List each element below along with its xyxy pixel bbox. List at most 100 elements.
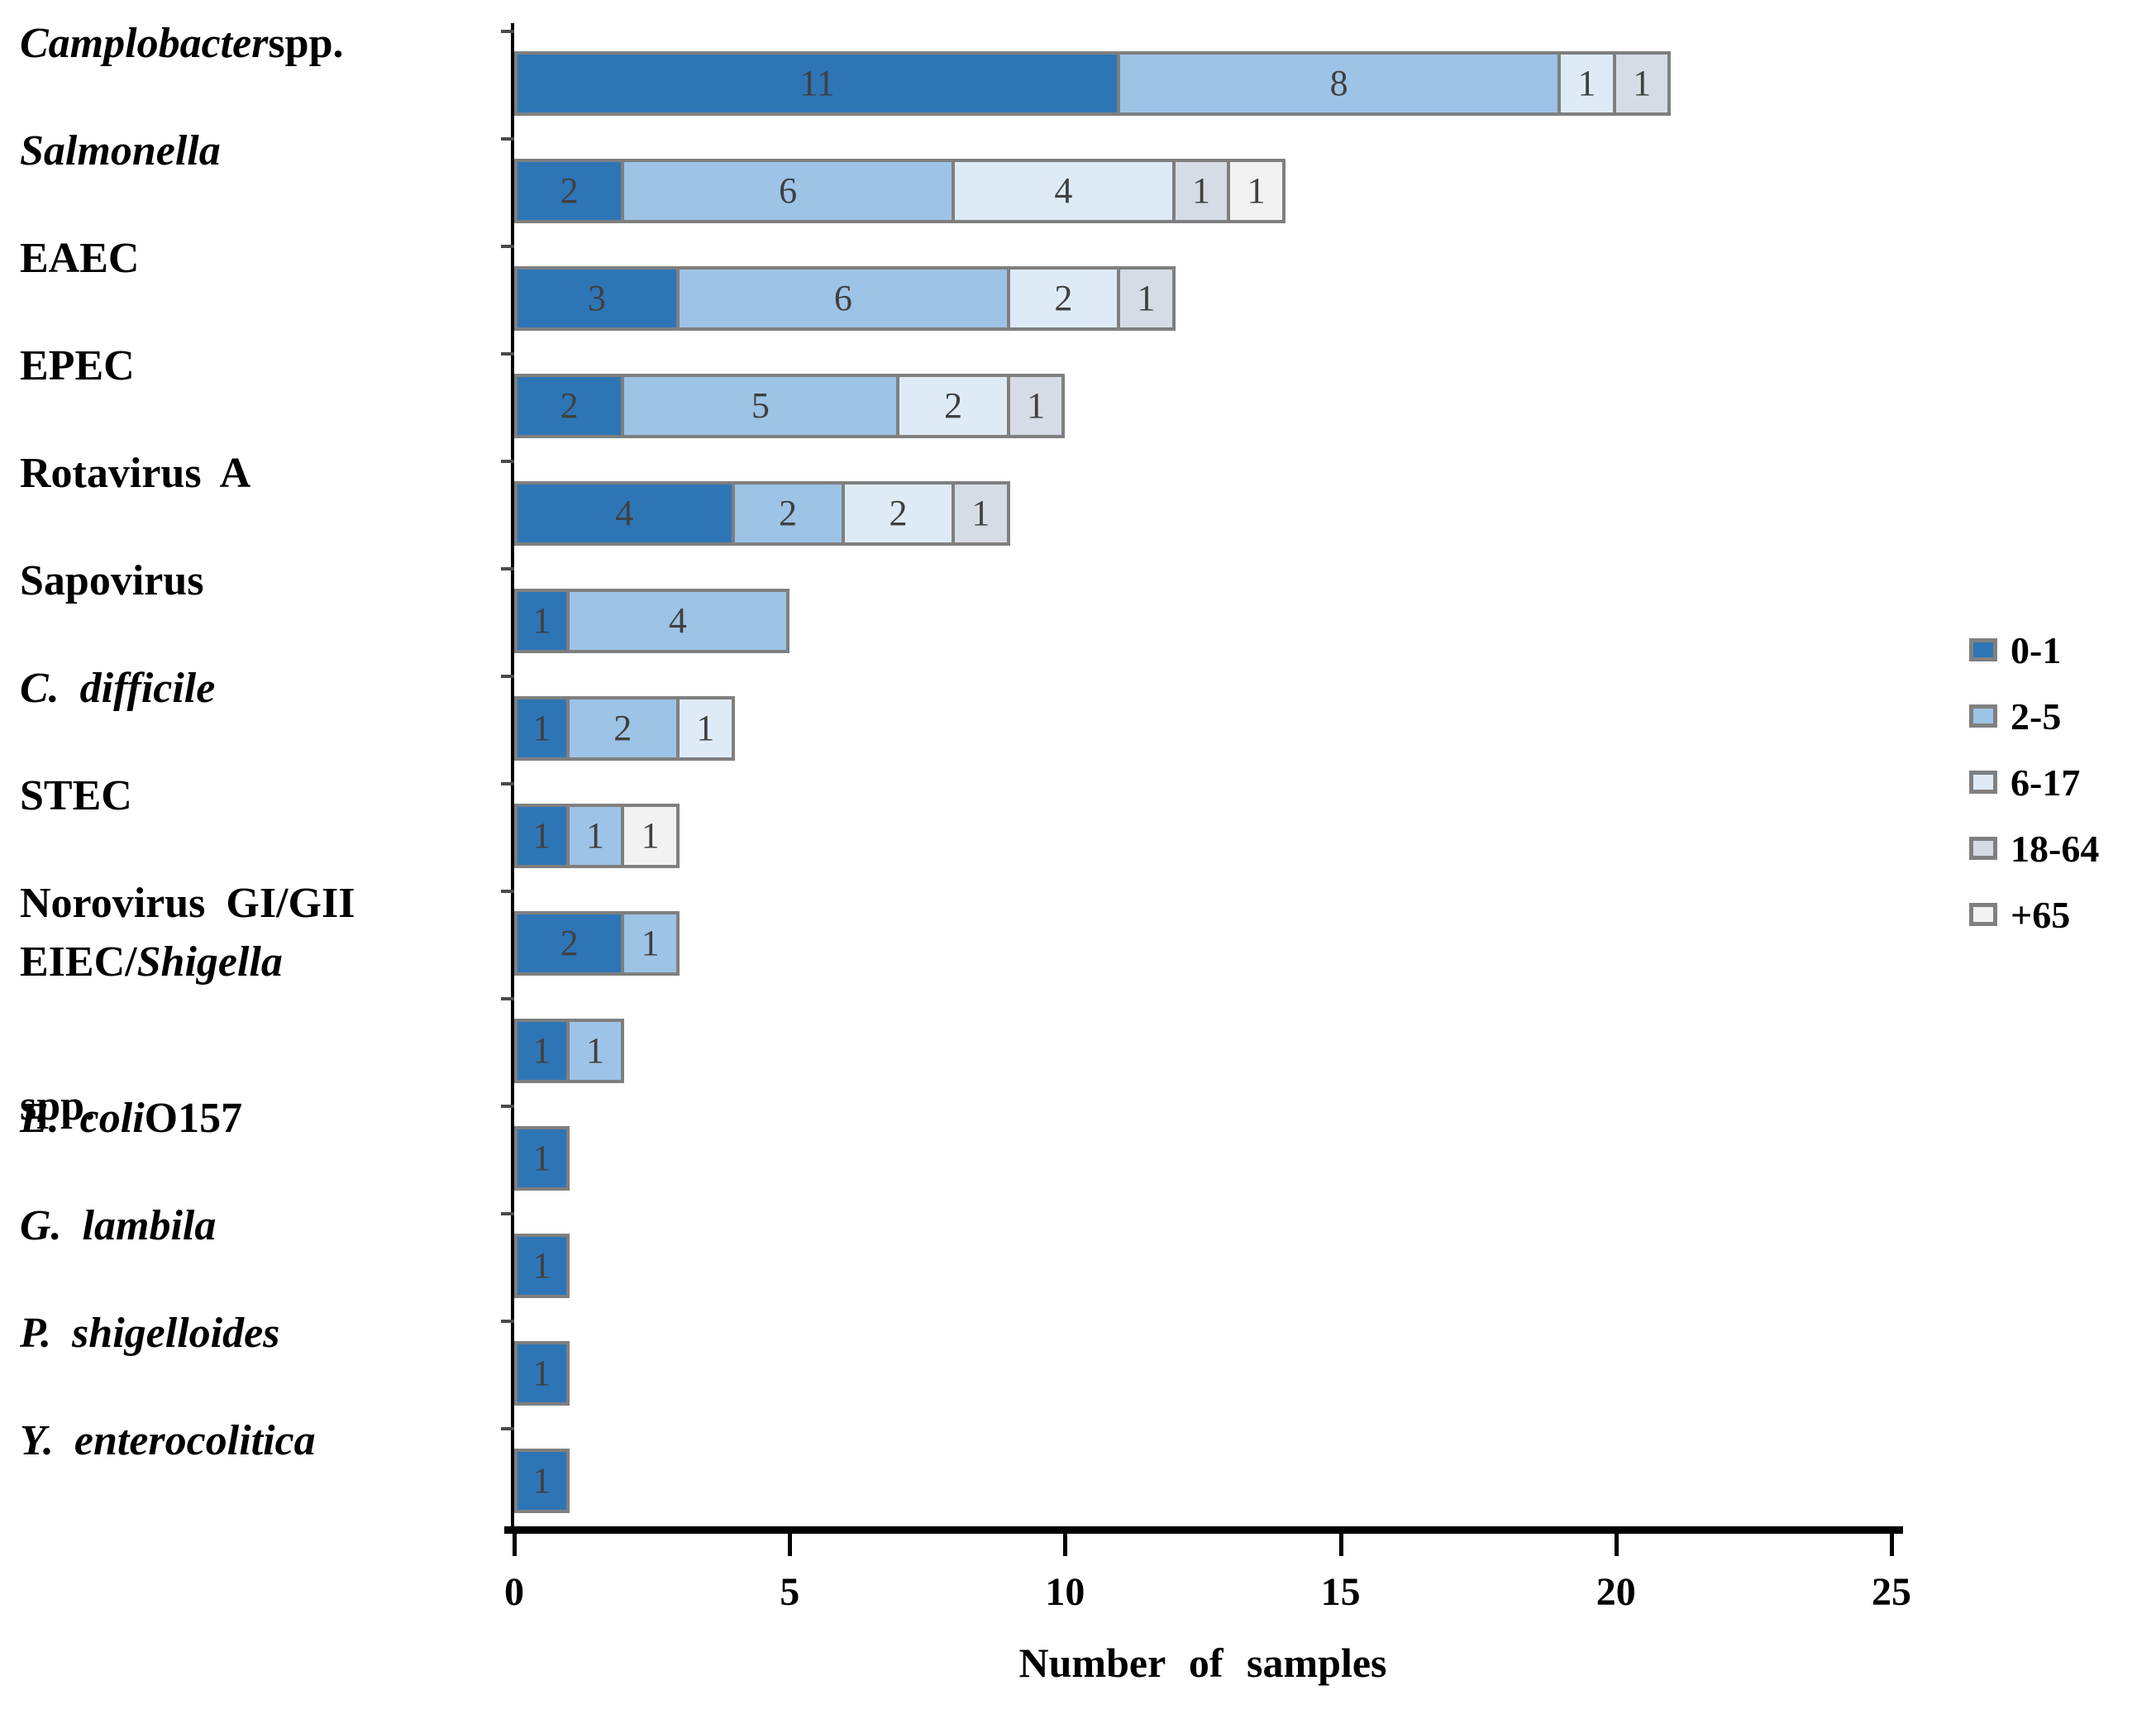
x-axis-tick (1338, 1526, 1343, 1556)
bar-segment: 2 (514, 911, 625, 976)
y-axis-tick (501, 997, 514, 1000)
bar-value-label: 2 (560, 385, 579, 426)
bar-value-label: 2 (560, 923, 579, 963)
legend-item: 6-17 (1969, 749, 2080, 815)
bar-segment: 1 (514, 1019, 570, 1083)
bar-value-label: 2 (944, 385, 963, 426)
y-axis-tick (501, 890, 514, 893)
legend-item: 18-64 (1969, 815, 2099, 881)
category-label-text: Rotavirus A (20, 449, 251, 497)
category-label: STEC (20, 766, 499, 824)
bar-value-label: 1 (696, 708, 715, 748)
legend-swatch (1969, 903, 1997, 926)
legend-swatch (1969, 837, 1997, 860)
category-label: Camplobacter spp. (20, 14, 499, 72)
bar-segment: 1 (1006, 374, 1066, 438)
legend-label: 0-1 (2011, 628, 2062, 671)
y-axis-tick (501, 567, 514, 571)
legend-label: +65 (2011, 893, 2071, 936)
bar-value-label: 1 (1633, 63, 1652, 103)
bar-value-label: 1 (532, 1030, 551, 1071)
category-label-text: spp. (268, 19, 344, 67)
bar-value-label: 4 (615, 493, 634, 533)
bar-value-label: 5 (751, 385, 770, 426)
legend-label: 2-5 (2011, 695, 2062, 738)
category-label: C. difficile (20, 659, 499, 717)
bar-segment: 1 (1557, 51, 1616, 116)
category-label: spp. (20, 1077, 499, 1134)
y-axis-tick (501, 137, 514, 141)
category-label-text: Camplobacter (20, 19, 269, 67)
category-label-text: EIEC/ (20, 938, 137, 986)
bar-segment: 1 (514, 1449, 570, 1513)
category-label: EPEC (20, 337, 499, 394)
bar-value-label: 2 (613, 708, 632, 748)
bar-segment: 1 (1612, 51, 1672, 116)
y-axis-tick (501, 782, 514, 785)
category-label: EIEC/Shigella (20, 933, 499, 991)
bar-value-label: 1 (1027, 385, 1046, 426)
bar-segment: 8 (1117, 51, 1562, 116)
bar-value-label: 1 (971, 493, 990, 533)
category-label-text: Norovirus GI/GII (20, 879, 355, 927)
y-axis-line (511, 23, 514, 1533)
category-label-text: EAEC (20, 234, 140, 282)
y-axis-tick (501, 1105, 514, 1108)
bar-segment: 4 (952, 159, 1176, 223)
bar-segment: 1 (1171, 159, 1231, 223)
y-axis-tick (501, 30, 514, 33)
bar-segment: 1 (675, 696, 735, 761)
bar-value-label: 4 (1054, 170, 1073, 211)
x-tick-label: 10 (1045, 1570, 1085, 1614)
category-label-text: C. difficile (20, 664, 216, 712)
x-tick-label: 0 (504, 1570, 524, 1614)
bar-segment: 1 (565, 804, 625, 868)
category-label-text: O157 (144, 1094, 243, 1142)
category-label-text: EPEC (20, 341, 135, 389)
category-label-text: G. lambila (20, 1201, 217, 1249)
legend-swatch (1969, 638, 1997, 661)
bar-segment: 1 (565, 1019, 625, 1083)
y-axis-tick (501, 1427, 514, 1430)
category-label-text: spp. (20, 1081, 96, 1129)
category-label-text: STEC (20, 771, 132, 819)
y-axis-tick (501, 352, 514, 356)
y-axis-tick (501, 245, 514, 248)
bar-value-label: 1 (1577, 63, 1596, 103)
category-label: Sapovirus (20, 551, 499, 609)
category-label: Y. enterocolitica (20, 1411, 499, 1469)
y-axis-tick (501, 460, 514, 463)
category-label-text: Shigella (136, 938, 283, 986)
x-tick-label: 25 (1872, 1570, 1911, 1614)
legend-item: 0-1 (1969, 617, 2061, 683)
bar-segment: 1 (621, 911, 680, 976)
bar-segment: 5 (621, 374, 900, 438)
y-axis-tick (501, 1212, 514, 1215)
bar-value-label: 1 (641, 923, 660, 963)
bar-segment: 2 (1006, 266, 1121, 331)
legend-item: +65 (1969, 881, 2070, 948)
bar-segment: 1 (514, 1341, 570, 1406)
bar-value-label: 1 (532, 1245, 551, 1286)
bar-value-label: 1 (532, 600, 551, 641)
bar-value-label: 4 (668, 600, 687, 641)
bar-value-label: 2 (1054, 278, 1073, 318)
bar-value-label: 1 (1247, 170, 1266, 211)
bar-segment: 1 (1117, 266, 1176, 331)
legend-swatch (1969, 704, 1997, 728)
bar-segment: 1 (514, 1234, 570, 1298)
bar-segment: 2 (514, 159, 625, 223)
legend-item: 2-5 (1969, 683, 2061, 749)
category-label: P. shigelloides (20, 1304, 499, 1362)
bar-segment: 1 (952, 481, 1010, 546)
category-label: Rotavirus A (20, 444, 499, 502)
bar-segment: 1 (514, 696, 570, 761)
x-tick-label: 20 (1596, 1570, 1636, 1614)
category-label: Norovirus GI/GII (20, 874, 499, 932)
bar-segment: 1 (1227, 159, 1285, 223)
x-axis-line (504, 1526, 1903, 1534)
legend-label: 6-17 (2011, 761, 2081, 804)
bar-segment: 2 (841, 481, 956, 546)
bar-segment: 2 (896, 374, 1010, 438)
